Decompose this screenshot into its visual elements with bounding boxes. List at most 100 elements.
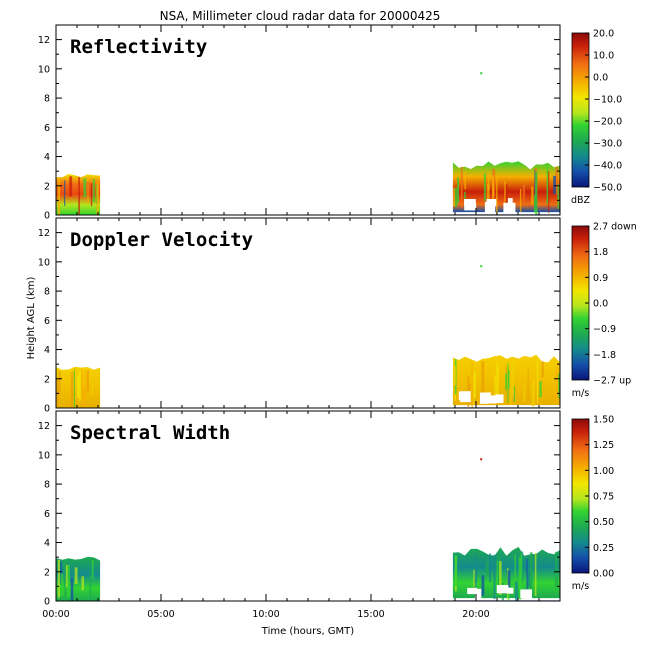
cloud-streak — [96, 181, 99, 215]
cloud-streak — [510, 366, 512, 406]
colorbar-tick-label: −2.7 up — [593, 376, 631, 387]
y-tick-label: 2 — [44, 374, 50, 385]
cloud-streak — [81, 369, 84, 398]
cloud-streak — [86, 370, 89, 391]
clear-gap — [479, 392, 489, 404]
colorbar-unit-label: m/s — [572, 388, 589, 399]
cloud-streak — [91, 382, 94, 396]
isolated-return — [480, 458, 483, 461]
cloud-streak — [90, 183, 93, 207]
cloud-streak — [91, 560, 94, 580]
cloud-streak — [73, 370, 75, 408]
colorbar-tick-label: −50.0 — [593, 183, 622, 194]
panel-label: Doppler Velocity — [70, 229, 253, 251]
cloud-streak — [494, 375, 496, 405]
y-tick-label: 8 — [44, 480, 50, 491]
isolated-return — [480, 265, 483, 268]
cloud-streak — [512, 358, 515, 395]
cloud-streak — [531, 186, 534, 205]
cloud-streak — [496, 176, 498, 215]
cloud-streak — [78, 177, 80, 215]
y-tick-label: 12 — [38, 228, 50, 239]
y-tick-label: 8 — [44, 287, 50, 298]
colorbar-tick-label: 1.00 — [593, 466, 614, 477]
y-tick-label: 6 — [44, 123, 50, 134]
cloud-streak — [515, 581, 518, 601]
panel-spectral-width: 0 2 4 6 8 10 12 Spectral Width 1.50 1.25 1.00 0.75 0… — [38, 410, 614, 608]
figure-title: NSA, Millimeter cloud radar data for 200… — [160, 9, 441, 23]
colorbar-tick-label: 10.0 — [593, 51, 614, 62]
cloud-streak — [527, 368, 529, 400]
cloud-streak — [519, 188, 522, 213]
cloud-streak — [56, 377, 59, 407]
clear-gap — [459, 391, 471, 403]
cloud-streak — [522, 182, 526, 204]
colorbar-tick-label: 0.9 — [593, 273, 608, 284]
cloud-streak — [460, 166, 463, 209]
cloud-streak — [483, 173, 486, 201]
cloud-streak — [473, 372, 476, 398]
colorbar-tick-label: 1.50 — [593, 415, 614, 426]
cloud-layer-2 — [452, 546, 560, 599]
cloud-streak — [454, 187, 458, 207]
cloud-streak — [81, 576, 84, 591]
y-tick-label: 6 — [44, 509, 50, 520]
y-tick-label: 0 — [44, 404, 50, 415]
colorbar-tick-label: 0.0 — [593, 73, 608, 84]
isolated-return — [480, 72, 483, 75]
cloud-streak — [57, 177, 61, 215]
cloud-streak — [85, 371, 87, 399]
cloud-streak — [492, 175, 495, 207]
panel-reflectivity: 0 2 4 6 8 10 12 Reflectivity 20.0 10.0 0.0 −10.0 −20… — [38, 24, 622, 222]
cloud-streak — [534, 553, 537, 596]
cloud-streak — [454, 555, 458, 587]
cloud-streak — [487, 172, 490, 191]
cloud-streak — [74, 567, 78, 585]
cloud-streak — [70, 577, 74, 601]
colorbar-tick-label: 1.8 — [593, 247, 608, 258]
cloud-streak — [546, 166, 549, 205]
cloud-streak — [65, 565, 68, 588]
cloud-streak — [89, 571, 92, 601]
cloud-streak — [553, 175, 556, 195]
cloud-streak — [92, 179, 95, 203]
cloud-streak — [555, 166, 558, 195]
y-tick-label: 12 — [38, 421, 50, 432]
x-tick-label: 10:00 — [252, 609, 279, 620]
y-tick-label: 0 — [44, 597, 50, 608]
cloud-streak — [60, 561, 62, 585]
colorbar-tick-label: −0.9 — [593, 324, 616, 335]
cloud-streak — [481, 361, 485, 394]
cloud-streak — [67, 564, 70, 598]
clear-gap — [484, 202, 496, 214]
colorbar-tick-label: −10.0 — [593, 95, 622, 106]
cloud-streak — [57, 559, 60, 598]
cloud-streak — [481, 575, 485, 596]
cloud-streak — [486, 183, 490, 212]
cloud-streak — [555, 368, 559, 402]
panel-label: Reflectivity — [70, 36, 207, 58]
clear-gap — [464, 199, 476, 205]
y-tick-label: 4 — [44, 345, 50, 356]
cloud-streak — [497, 555, 501, 594]
x-axis-label: Time (hours, GMT) — [261, 626, 355, 637]
cloud-streak — [557, 184, 560, 209]
cloud-streak — [518, 557, 522, 600]
cloud-streak — [58, 371, 61, 395]
cloud-streak — [534, 194, 537, 213]
panel-doppler-velocity: 0 2 4 6 8 10 12 Doppler Velocity 2.7 down 1.8 0.9 0… — [38, 217, 637, 415]
cloud-streak — [493, 554, 496, 600]
cloud-streak — [495, 359, 497, 392]
clear-gap — [520, 589, 532, 599]
colorbar-tick-label: 0.75 — [593, 492, 614, 503]
cloud-streak — [475, 566, 478, 583]
colorbar-tick-label: −20.0 — [593, 117, 622, 128]
x-tick-label: 20:00 — [462, 609, 489, 620]
cloud-streak — [83, 386, 86, 405]
cloud-streak — [489, 553, 492, 583]
cloud-streak — [507, 369, 510, 389]
x-tick-label: 00:00 — [42, 609, 69, 620]
cloud-streak — [499, 561, 502, 595]
cloud-streak — [79, 371, 81, 402]
